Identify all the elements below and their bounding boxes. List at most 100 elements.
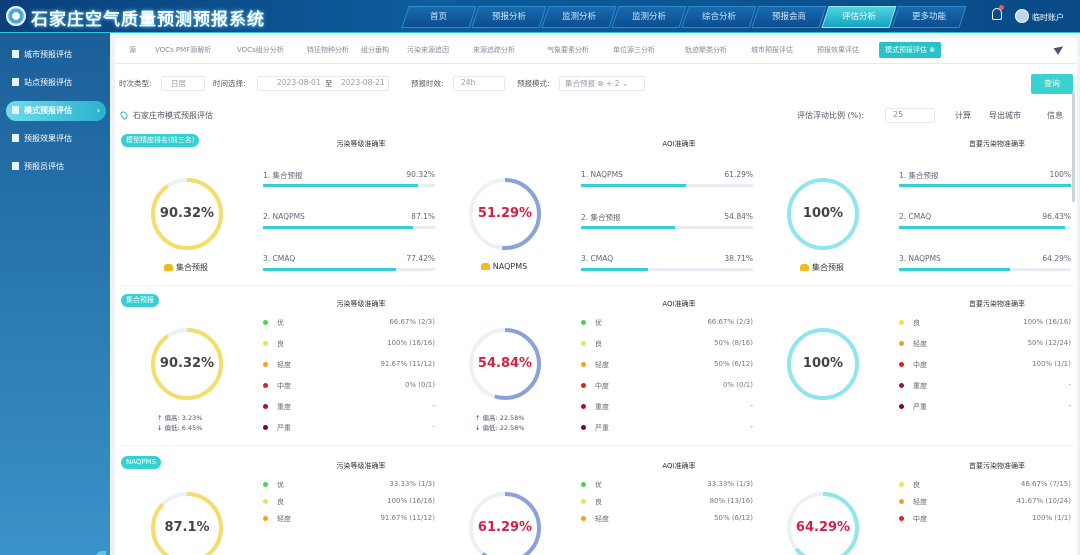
sidebar-item-1[interactable]: 站点预报评估 [6, 73, 106, 93]
gauge-ring [787, 178, 859, 250]
level-dot [899, 404, 904, 409]
panel-0: 污染等级准确率 90.32% ↑ 偏高: 3.23% ↓ 偏低: 6.45% 优 66.6… [121, 294, 435, 446]
nav-item-label: 监测分析 [631, 12, 666, 22]
panel-title: 首要污染物准确率 [969, 300, 1025, 308]
nav-item-1[interactable]: 预报分析 [471, 6, 547, 28]
tab-6[interactable]: 来源追踪分析 [473, 46, 515, 54]
gauge-value: 100% [802, 356, 844, 371]
float-ratio-input[interactable] [885, 108, 935, 123]
sidebar-item-3[interactable]: 预报效果评估 [6, 129, 106, 149]
tab-7[interactable]: 气象要素分析 [547, 46, 589, 54]
level-name: 轻度 [277, 515, 291, 523]
tab-11[interactable]: 预报效果评估 [817, 46, 859, 54]
tab-5[interactable]: 污染来源追因 [407, 46, 449, 54]
tab-8[interactable]: 单位源三分析 [613, 46, 655, 54]
date-range-picker[interactable] [257, 76, 389, 91]
rank-value: 100% [1049, 170, 1071, 179]
level-row: 优 66.67% (2/3) [581, 318, 753, 330]
level-name: 严重 [277, 424, 291, 432]
gauge-fill [787, 492, 859, 555]
nav-item-6[interactable]: 评估分析 [821, 6, 897, 28]
tab-0[interactable]: 源 [129, 46, 136, 54]
rank-value: 96.43% [1042, 212, 1071, 221]
level-dot [263, 404, 268, 409]
nav-item-0[interactable]: 首页 [401, 6, 477, 28]
sidebar-collapse-button[interactable]: < [96, 551, 106, 555]
date-to-label: 至 [325, 79, 333, 88]
nav-item-5[interactable]: 预报会商 [751, 6, 827, 28]
send-icon[interactable] [1053, 43, 1066, 55]
level-dot [263, 320, 268, 325]
nav-item-3[interactable]: 监测分析 [611, 6, 687, 28]
scrollbar[interactable] [1072, 92, 1075, 202]
level-name: 优 [277, 481, 284, 489]
user-name[interactable]: 临时账户 [1032, 13, 1064, 22]
level-dot [263, 482, 268, 487]
level-value: 41.67% (10/24) [1016, 497, 1071, 505]
tab-3[interactable]: 特征物种分析 [307, 46, 349, 54]
tab-4[interactable]: 组分垂构 [361, 46, 389, 54]
level-row: 良 100% (16/16) [263, 339, 435, 351]
main-content: 源 VOCs PMF源解析 VOCs组分分析 特征物种分析 组分垂构 污染来源追因 来源追踪… [115, 38, 1077, 555]
sidebar-item-0[interactable]: 城市预报评估 [6, 45, 106, 65]
winner-label: 集合预报 [141, 262, 231, 273]
tab-1[interactable]: VOCs PMF源解析 [155, 46, 212, 54]
rank-name: 2. CMAQ [899, 212, 932, 221]
nav-item-7[interactable]: 更多功能 [891, 6, 967, 28]
sidebar-item-label: 城市预报评估 [24, 50, 72, 59]
level-dot [899, 383, 904, 388]
tab-active[interactable]: 模式预报评估 ⊗ [879, 42, 942, 58]
trend-up-text: 偏高: 3.23% [164, 414, 203, 422]
export-button[interactable]: 导出城市 [989, 111, 1021, 120]
mode-select[interactable] [559, 76, 645, 91]
level-value: 66.67% (2/3) [389, 318, 435, 326]
document-icon [12, 134, 19, 142]
sidebar-item-4[interactable]: 预报员评估 [6, 157, 106, 177]
level-row: 优 33.33% (1/3) [581, 480, 753, 492]
filter-bar: 时次类型: 日层 时间选择: 2023-08-01 至 2023-08-21 预… [115, 76, 1077, 92]
rank-bar [581, 184, 687, 187]
level-dot [899, 482, 904, 487]
info-button[interactable]: 信息 [1047, 111, 1063, 120]
level-value: 80% (13/16) [709, 497, 753, 505]
level-dot [581, 320, 586, 325]
query-button[interactable]: 查询 [1031, 74, 1073, 94]
level-value: 33.33% (1/3) [707, 480, 753, 488]
tab-9[interactable]: 轨迹聚类分析 [685, 46, 727, 54]
gauge-ring [787, 492, 859, 555]
calc-button[interactable]: 计算 [955, 111, 971, 120]
level-dot [899, 320, 904, 325]
level-value: - [1068, 381, 1071, 389]
bell-icon[interactable] [992, 8, 1002, 20]
nav-item-4[interactable]: 综合分析 [681, 6, 757, 28]
level-dot [581, 341, 586, 346]
tab-10[interactable]: 城市预报评估 [751, 46, 793, 54]
trend-up: ↑ 偏高: 22.58% [475, 412, 525, 422]
forecast-time-select[interactable] [453, 76, 505, 91]
rank-row: 1. NAQPMS 61.29% [581, 170, 753, 187]
winner-name: NAQPMS [492, 262, 528, 271]
time-type-label: 时次类型: [119, 79, 152, 88]
level-dot [263, 383, 268, 388]
nav-item-2[interactable]: 监测分析 [541, 6, 617, 28]
date-from: 2023-08-01 [277, 78, 321, 87]
level-name: 轻度 [277, 361, 291, 369]
time-type-select[interactable] [161, 76, 205, 91]
level-value: - [1068, 402, 1071, 410]
rank-bar [581, 268, 648, 271]
avatar[interactable] [1015, 9, 1029, 23]
rank-row: 3. NAQPMS 64.29% [899, 254, 1071, 271]
gauge-value: 100% [802, 206, 844, 221]
nav-item-label: 评估分析 [841, 12, 876, 22]
rank-value: 54.84% [724, 212, 753, 221]
level-value: - [432, 423, 435, 431]
winner-name: 集合预报 [812, 263, 844, 272]
trend-info: ↑ 偏高: 22.58% ↓ 偏低: 22.58% [475, 412, 525, 432]
tab-2[interactable]: VOCs组分分析 [237, 46, 284, 54]
gauge-value: 51.29% [477, 206, 533, 221]
sidebar-item-2[interactable]: 模式预报评估 › [6, 101, 106, 121]
panel-1: AQI准确率 61.29% 优 33.33% (1/3) 良 80% (13/16) 轻度 5… [439, 456, 753, 555]
rank-bar-track [581, 268, 753, 271]
level-name: 优 [595, 481, 602, 489]
level-name: 良 [595, 498, 602, 506]
